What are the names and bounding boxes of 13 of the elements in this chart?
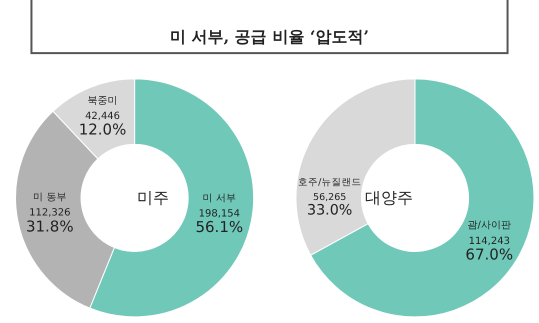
text: 미주: [137, 188, 169, 207]
data-label: 56,265 33.0%: [306, 192, 352, 219]
data-label: 112,326 31.8%: [26, 208, 74, 236]
text: 대양주: [365, 188, 413, 207]
chart-title: 미 서부, 공급 비율 ‘압도적’: [170, 27, 369, 46]
data-label: 198,154 56.1%: [195, 208, 244, 236]
slice-label: 미 동부: [33, 192, 66, 204]
data-label: 114,243 67.0%: [465, 236, 514, 264]
slice-label: 미 서부: [202, 192, 236, 204]
data-label: 42,446 12.0%: [78, 111, 126, 139]
slice-label: 북중미: [88, 96, 118, 106]
slice-label: 호주/뉴질랜드: [298, 176, 362, 188]
slice-label: 괌/사이판: [468, 220, 511, 232]
